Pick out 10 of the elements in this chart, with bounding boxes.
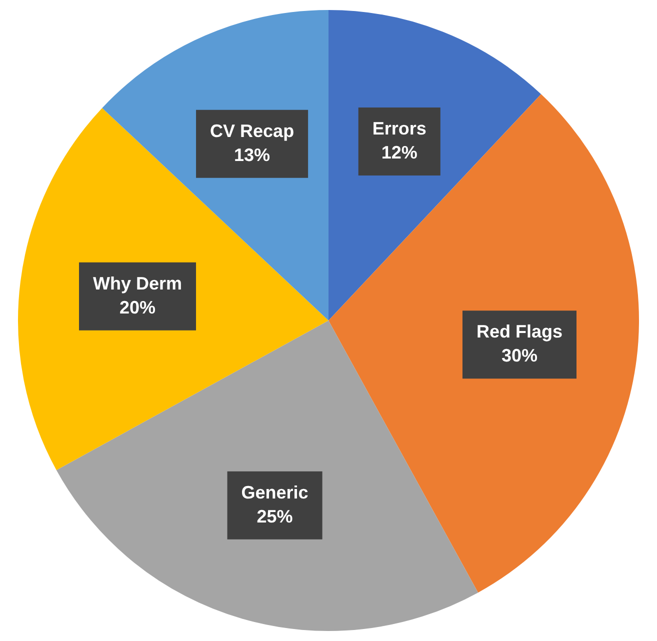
slice-label: Why Derm	[93, 273, 182, 294]
slice-label: Red Flags	[476, 322, 563, 342]
slice-label: Errors	[372, 118, 426, 138]
data-label: 25%	[256, 506, 293, 526]
data-label: 13%	[234, 144, 270, 165]
data-label: 20%	[119, 297, 156, 318]
slice-label: Generic	[241, 482, 308, 502]
slice-label: CV Recap	[210, 120, 294, 141]
data-label: 30%	[501, 346, 538, 366]
data-label: 12%	[381, 142, 418, 162]
